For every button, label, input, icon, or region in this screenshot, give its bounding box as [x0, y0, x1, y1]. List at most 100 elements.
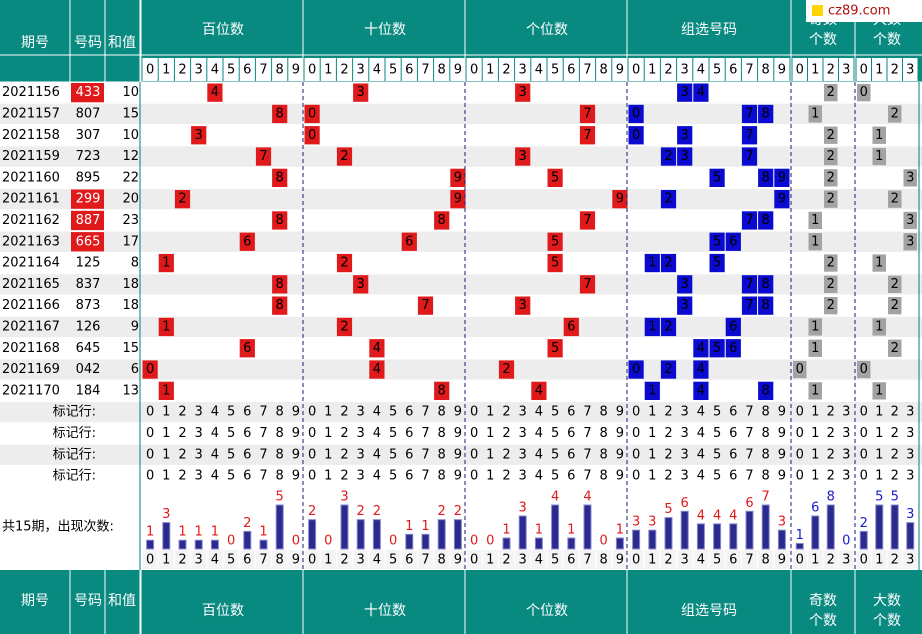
header-cell: 期号 [21, 35, 49, 51]
ball [644, 253, 660, 273]
footer-bg [0, 570, 922, 634]
ball-digit: 9 [778, 170, 786, 185]
count-bar [795, 543, 804, 550]
count-digit: 2 [827, 192, 835, 207]
marker-digit: 8 [600, 405, 608, 420]
digit-cell [498, 58, 515, 81]
count-bar [811, 515, 820, 550]
marker-digit: 5 [551, 405, 559, 420]
issue: 2021167 [2, 319, 60, 334]
marker-digit: 5 [713, 469, 721, 484]
ball [741, 126, 758, 145]
count-digit-label: 1 [875, 553, 883, 568]
digit-cell [612, 550, 628, 569]
count-ball [857, 84, 871, 102]
count-value: 0 [486, 534, 494, 549]
ball [628, 104, 644, 124]
digit-cell [531, 550, 547, 569]
marker-digit: 0 [146, 405, 154, 420]
count-ball [793, 360, 807, 379]
marker-digit: 1 [875, 469, 883, 484]
ball [515, 296, 531, 315]
ball-digit: 8 [276, 170, 284, 185]
ball [725, 232, 741, 251]
count-ball [824, 169, 838, 187]
ball-digit: 4 [211, 85, 219, 100]
count-digit: 0 [796, 362, 804, 377]
count-value: 0 [227, 534, 235, 549]
ball-digit: 4 [697, 383, 705, 398]
digit-cell [369, 58, 385, 81]
count-ball [824, 297, 838, 315]
digit-cell [401, 58, 417, 81]
marker-digit: 5 [551, 469, 559, 484]
marker-digit: 2 [891, 405, 899, 420]
marker-label: 标记行: [53, 469, 96, 484]
marker-digit: 1 [811, 447, 819, 462]
ball-digit: 5 [551, 256, 559, 271]
ball [239, 339, 255, 358]
count-value: 0 [292, 534, 300, 549]
ball [725, 339, 741, 358]
marker-digit: 6 [243, 469, 251, 484]
issue: 2021165 [2, 277, 60, 292]
ball-digit: 7 [745, 298, 753, 313]
marker-digit: 7 [421, 469, 429, 484]
marker-digit: 4 [535, 469, 543, 484]
count-bar [777, 529, 786, 550]
count-value: 2 [308, 504, 316, 519]
ball-digit: 3 [357, 277, 365, 292]
marker-digit: 3 [906, 426, 914, 441]
ball [369, 360, 385, 379]
count-digit-label: 3 [842, 553, 850, 568]
marker-digit: 8 [438, 447, 446, 462]
marker-digit: 8 [276, 469, 284, 484]
digit-header: 3 [195, 63, 203, 78]
marker-digit: 0 [308, 426, 316, 441]
count-digit-label: 0 [308, 553, 316, 568]
marker-digit: 0 [470, 469, 478, 484]
count-digit-label: 0 [860, 553, 868, 568]
number: 042 [76, 362, 101, 377]
marker-digit: 3 [906, 405, 914, 420]
digit-cell [792, 550, 807, 569]
digit-cell [223, 550, 239, 569]
ball [369, 339, 385, 358]
marker-digit: 3 [681, 447, 689, 462]
ball-digit: 3 [519, 298, 527, 313]
marker-digit: 4 [697, 426, 705, 441]
count-bar [421, 533, 430, 550]
group-header: 个位数 [526, 22, 568, 38]
marker-digit: 6 [243, 447, 251, 462]
marker-digit: 3 [842, 469, 850, 484]
logo: cz89.com [828, 4, 890, 19]
number-highlight [71, 210, 104, 231]
digit-cell [482, 550, 498, 569]
marker-digit: 5 [389, 426, 397, 441]
count-value: 2 [454, 504, 462, 519]
marker-digit: 9 [778, 447, 786, 462]
count-bar [372, 519, 381, 550]
count-bar [502, 537, 511, 550]
ball-digit: 5 [551, 341, 559, 356]
digit-header: 1 [875, 63, 883, 78]
ball-digit: 4 [697, 341, 705, 356]
count-bar [761, 504, 770, 550]
ball-digit: 8 [762, 277, 770, 292]
marker-digit: 6 [567, 405, 575, 420]
marker-digit: 0 [632, 469, 640, 484]
marker-digit: 2 [664, 426, 672, 441]
marker-digit: 3 [681, 469, 689, 484]
marker-digit: 7 [421, 426, 429, 441]
ball [660, 360, 677, 379]
marker-digit: 4 [373, 426, 381, 441]
marker-digit: 4 [373, 469, 381, 484]
digit-header: 5 [227, 63, 235, 78]
digit-cell [660, 550, 677, 569]
count-digit-label: 3 [681, 553, 689, 568]
ball [741, 211, 758, 230]
marker-digit: 9 [454, 447, 462, 462]
ball [207, 83, 223, 102]
marker-digit: 0 [470, 405, 478, 420]
ball [677, 126, 693, 145]
